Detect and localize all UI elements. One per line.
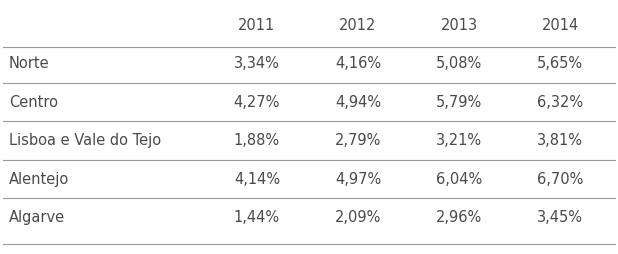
Text: 4,16%: 4,16% <box>335 56 381 71</box>
Text: 3,81%: 3,81% <box>537 133 583 148</box>
Text: 2013: 2013 <box>441 18 478 33</box>
Text: Norte: Norte <box>9 56 49 71</box>
Text: 1,44%: 1,44% <box>234 210 280 225</box>
Text: 2014: 2014 <box>541 18 578 33</box>
Text: 2,79%: 2,79% <box>335 133 381 148</box>
Text: 2011: 2011 <box>239 18 276 33</box>
Text: Lisboa e Vale do Tejo: Lisboa e Vale do Tejo <box>9 133 161 148</box>
Text: 2,96%: 2,96% <box>436 210 482 225</box>
Text: 3,45%: 3,45% <box>537 210 583 225</box>
Text: 5,79%: 5,79% <box>436 95 482 110</box>
Text: 1,88%: 1,88% <box>234 133 280 148</box>
Text: 3,34%: 3,34% <box>234 56 280 71</box>
Text: 4,14%: 4,14% <box>234 172 280 187</box>
Text: 4,97%: 4,97% <box>335 172 381 187</box>
Text: 5,08%: 5,08% <box>436 56 482 71</box>
Text: 6,04%: 6,04% <box>436 172 482 187</box>
Text: 3,21%: 3,21% <box>436 133 482 148</box>
Text: 2012: 2012 <box>339 18 377 33</box>
Text: 6,70%: 6,70% <box>537 172 583 187</box>
Text: 4,94%: 4,94% <box>335 95 381 110</box>
Text: 2,09%: 2,09% <box>335 210 381 225</box>
Text: 4,27%: 4,27% <box>234 95 280 110</box>
Text: Centro: Centro <box>9 95 58 110</box>
Text: Algarve: Algarve <box>9 210 65 225</box>
Text: 6,32%: 6,32% <box>537 95 583 110</box>
Text: Alentejo: Alentejo <box>9 172 69 187</box>
Text: 5,65%: 5,65% <box>537 56 583 71</box>
